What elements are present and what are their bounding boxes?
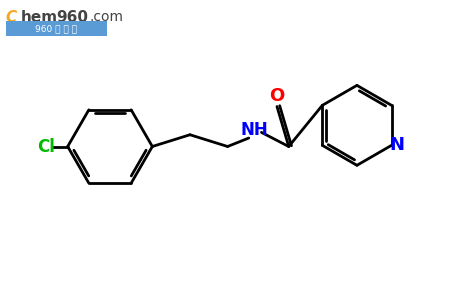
Text: Cl: Cl — [36, 137, 55, 156]
Text: NH: NH — [241, 121, 269, 139]
Text: C: C — [6, 10, 17, 25]
Text: 960: 960 — [56, 10, 88, 25]
Text: hem: hem — [21, 10, 58, 25]
Bar — [6, 21, 107, 36]
Text: N: N — [390, 136, 405, 154]
Text: 960 化 工 网: 960 化 工 网 — [36, 24, 77, 33]
Text: O: O — [269, 87, 284, 105]
Text: .com: .com — [89, 10, 123, 24]
